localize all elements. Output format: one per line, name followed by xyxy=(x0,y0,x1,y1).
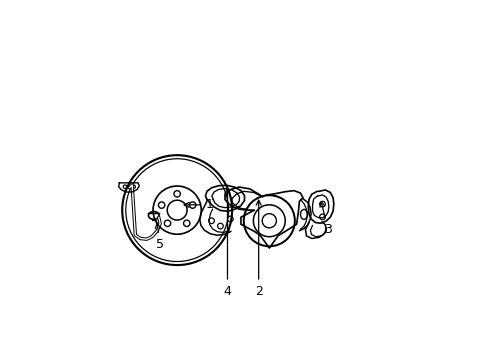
Text: 2: 2 xyxy=(254,200,262,298)
Text: 1: 1 xyxy=(184,198,213,211)
Text: 3: 3 xyxy=(319,202,331,236)
Text: 4: 4 xyxy=(223,188,231,298)
Text: 5: 5 xyxy=(155,223,164,251)
